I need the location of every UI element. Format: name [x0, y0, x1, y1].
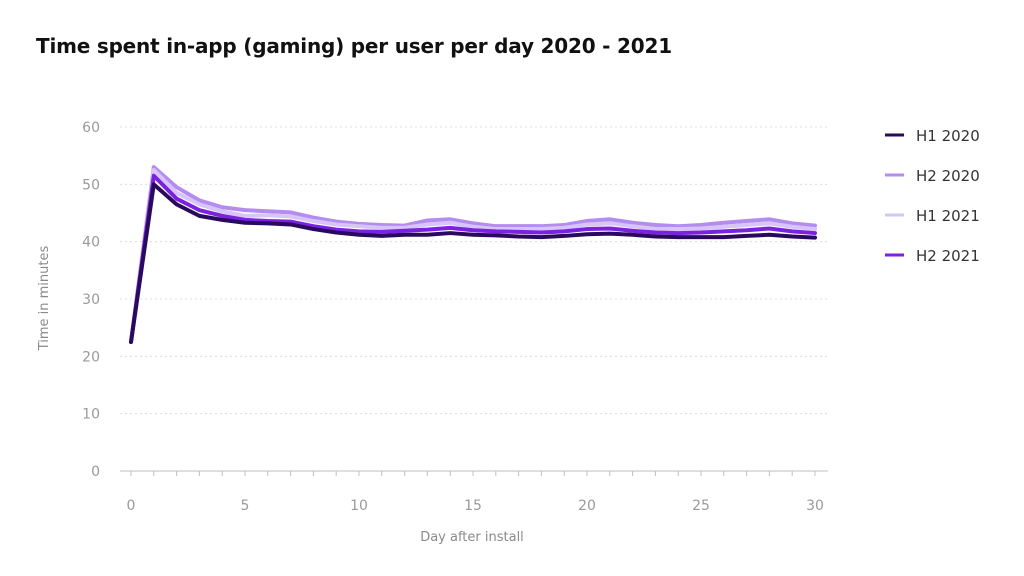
x-tick-label: 20 — [578, 498, 596, 514]
chart-title: Time spent in-app (gaming) per user per … — [36, 34, 672, 58]
series-line-h1-2021 — [129, 168, 817, 344]
series-lines — [129, 165, 817, 344]
series-line-h2-2021 — [129, 173, 817, 344]
y-axis-ticks: 0 10 20 30 40 50 60 — [82, 120, 100, 480]
x-tick-label: 15 — [464, 498, 482, 514]
y-tick-label: 30 — [82, 292, 100, 308]
gridlines — [120, 126, 828, 415]
legend-label: H2 2020 — [916, 167, 980, 185]
y-tick-label: 20 — [82, 349, 100, 365]
legend-label: H2 2021 — [916, 247, 980, 265]
legend-label: H1 2021 — [916, 207, 980, 225]
series-line-h1-2020 — [129, 182, 817, 344]
x-tick-label: 0 — [127, 498, 136, 514]
x-tick-label: 30 — [806, 498, 824, 514]
series-line-h2-2020 — [129, 165, 817, 344]
legend: H1 2020 H2 2020 H1 2021 H2 2021 — [885, 127, 980, 265]
y-axis-label: Time in minutes — [37, 246, 52, 352]
y-tick-label: 0 — [91, 464, 100, 480]
x-tick-label: 5 — [241, 498, 250, 514]
x-tick-label: 25 — [692, 498, 710, 514]
y-tick-label: 40 — [82, 235, 100, 251]
x-axis: 0 5 10 15 20 25 30 — [120, 470, 828, 514]
x-tick-label: 10 — [350, 498, 368, 514]
legend-label: H1 2020 — [916, 127, 980, 145]
y-tick-label: 50 — [82, 177, 100, 193]
x-axis-label: Day after install — [420, 530, 524, 545]
y-tick-label: 60 — [82, 120, 100, 136]
y-tick-label: 10 — [82, 407, 100, 423]
